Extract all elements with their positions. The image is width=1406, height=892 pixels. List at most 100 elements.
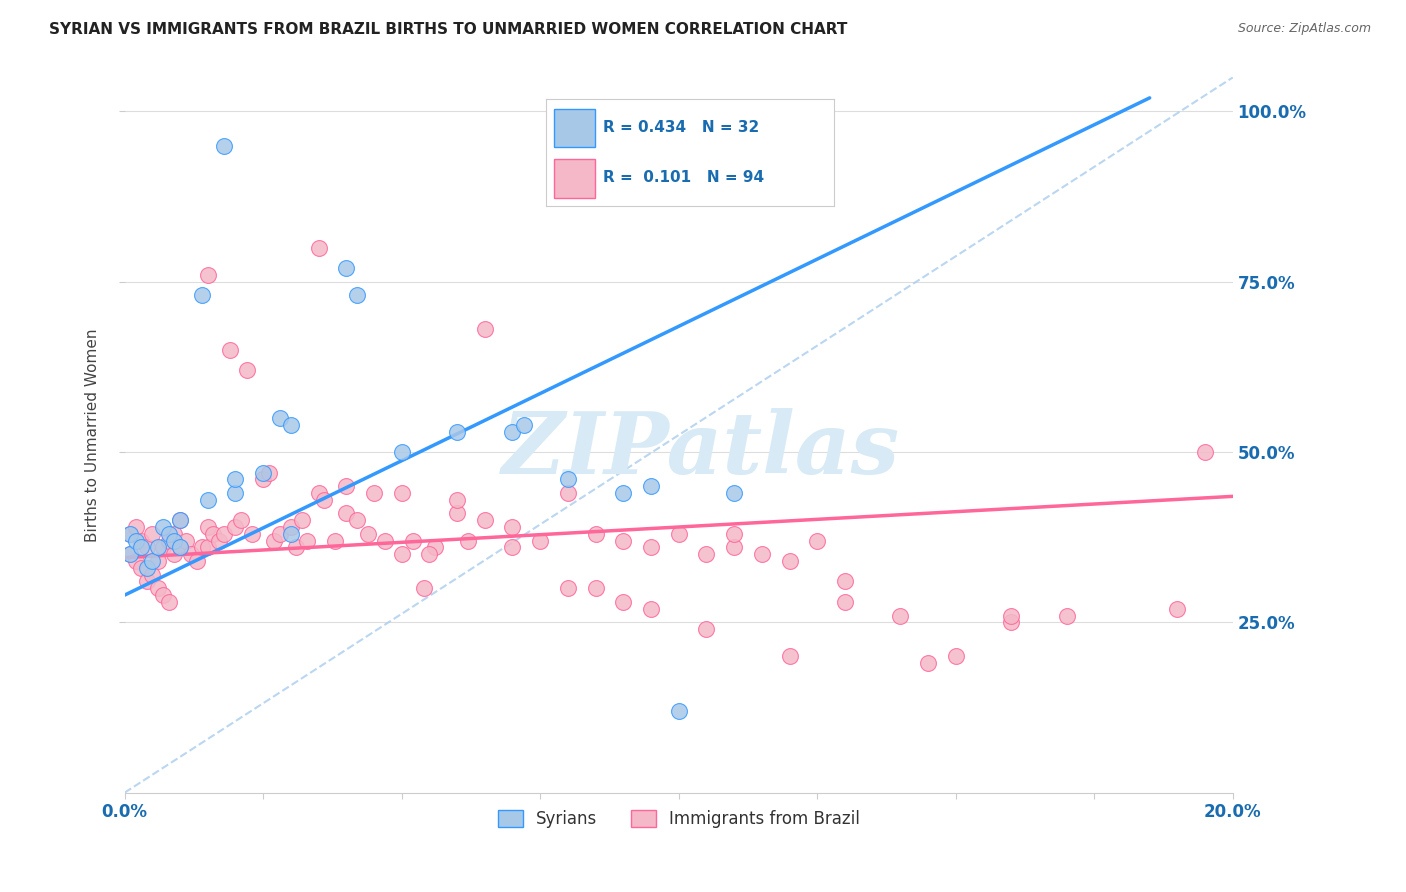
Point	[252, 472, 274, 486]
Point	[135, 541, 157, 555]
Point	[474, 322, 496, 336]
Point	[834, 574, 856, 589]
Point	[202, 526, 225, 541]
Point	[457, 533, 479, 548]
Point	[474, 513, 496, 527]
Point	[346, 288, 368, 302]
Point	[174, 533, 197, 548]
Point	[191, 541, 214, 555]
Point	[197, 268, 219, 282]
Point	[214, 526, 236, 541]
Point	[125, 554, 148, 568]
Point	[197, 541, 219, 555]
Point	[374, 533, 396, 548]
Point	[363, 486, 385, 500]
Point	[834, 595, 856, 609]
Point	[125, 520, 148, 534]
Point	[235, 363, 257, 377]
Point	[779, 554, 801, 568]
Point	[308, 486, 330, 500]
Point	[146, 554, 169, 568]
Point	[346, 513, 368, 527]
Point	[252, 466, 274, 480]
Point	[501, 541, 523, 555]
Point	[446, 492, 468, 507]
Point	[557, 486, 579, 500]
Point	[806, 533, 828, 548]
Point	[889, 608, 911, 623]
Point	[529, 533, 551, 548]
Point	[224, 520, 246, 534]
Point	[240, 526, 263, 541]
Point	[357, 526, 380, 541]
Point	[280, 520, 302, 534]
Point	[146, 582, 169, 596]
Point	[612, 486, 634, 500]
Text: Source: ZipAtlas.com: Source: ZipAtlas.com	[1237, 22, 1371, 36]
Point	[335, 507, 357, 521]
Point	[423, 541, 446, 555]
Point	[169, 513, 191, 527]
Point	[129, 533, 152, 548]
Point	[695, 547, 717, 561]
Point	[280, 526, 302, 541]
Point	[280, 417, 302, 432]
Point	[585, 582, 607, 596]
Point	[129, 561, 152, 575]
Point	[446, 507, 468, 521]
Point	[197, 492, 219, 507]
Point	[120, 547, 142, 561]
Point	[723, 526, 745, 541]
Point	[391, 547, 413, 561]
Point	[751, 547, 773, 561]
Point	[1194, 445, 1216, 459]
Point	[163, 547, 186, 561]
Point	[945, 649, 967, 664]
Point	[257, 466, 280, 480]
Point	[1000, 608, 1022, 623]
Point	[312, 492, 335, 507]
Point	[135, 561, 157, 575]
Point	[157, 526, 180, 541]
Point	[269, 411, 291, 425]
Point	[501, 425, 523, 439]
Text: SYRIAN VS IMMIGRANTS FROM BRAZIL BIRTHS TO UNMARRIED WOMEN CORRELATION CHART: SYRIAN VS IMMIGRANTS FROM BRAZIL BIRTHS …	[49, 22, 848, 37]
Point	[723, 486, 745, 500]
Point	[640, 601, 662, 615]
Point	[285, 541, 308, 555]
Point	[1000, 615, 1022, 630]
Point	[779, 649, 801, 664]
Legend: Syrians, Immigrants from Brazil: Syrians, Immigrants from Brazil	[491, 803, 866, 834]
Point	[214, 138, 236, 153]
Point	[557, 582, 579, 596]
Point	[668, 526, 690, 541]
Point	[1056, 608, 1078, 623]
Point	[612, 533, 634, 548]
Point	[501, 520, 523, 534]
Point	[146, 541, 169, 555]
Point	[186, 554, 208, 568]
Point	[446, 425, 468, 439]
Point	[640, 541, 662, 555]
Point	[135, 574, 157, 589]
Point	[152, 588, 174, 602]
Point	[157, 533, 180, 548]
Point	[180, 547, 202, 561]
Point	[224, 486, 246, 500]
Point	[120, 526, 142, 541]
Point	[120, 547, 142, 561]
Point	[169, 513, 191, 527]
Point	[335, 261, 357, 276]
Point	[219, 343, 242, 357]
Point	[291, 513, 314, 527]
Point	[163, 526, 186, 541]
Point	[152, 520, 174, 534]
Point	[129, 541, 152, 555]
Point	[1166, 601, 1188, 615]
Point	[141, 554, 163, 568]
Point	[418, 547, 440, 561]
Point	[169, 541, 191, 555]
Point	[120, 526, 142, 541]
Point	[208, 533, 231, 548]
Point	[585, 526, 607, 541]
